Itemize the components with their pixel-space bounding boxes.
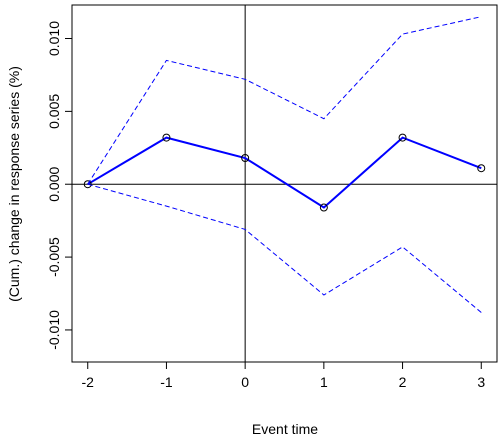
x-tick-label: -1 <box>160 374 173 390</box>
y-tick-label: 0.000 <box>46 167 62 202</box>
y-tick-label: -0.010 <box>46 310 62 350</box>
x-axis-label: Event time <box>252 421 318 437</box>
data-point <box>83 180 92 189</box>
x-axis: -2 -1 0 1 2 3 <box>82 361 485 390</box>
reference-lines <box>72 5 497 362</box>
x-tick-label: 3 <box>477 374 485 390</box>
confidence-band-line-2 <box>87 183 482 313</box>
y-axis: -0.010 -0.005 0.000 0.005 0.010 <box>46 21 73 350</box>
confidence-band-line-1 <box>87 16 482 185</box>
x-tick-label: 1 <box>320 374 328 390</box>
x-tick-label: 0 <box>241 374 249 390</box>
data-point <box>162 133 171 142</box>
x-tick-label: 2 <box>399 374 407 390</box>
data-point <box>477 164 486 173</box>
y-tick-label: 0.010 <box>46 21 62 56</box>
y-axis-label: (Cum.) change in response series (%) <box>6 66 22 302</box>
data-point <box>398 133 407 142</box>
data-point <box>241 154 250 162</box>
y-tick-label: -0.005 <box>46 237 62 277</box>
series-layer <box>83 16 486 313</box>
data-point <box>319 203 328 212</box>
x-tick-label: -2 <box>82 374 95 390</box>
response-line-0 <box>87 136 482 209</box>
y-tick-label: 0.005 <box>46 94 62 129</box>
